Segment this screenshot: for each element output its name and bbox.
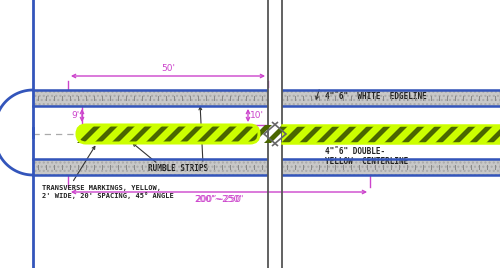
- Polygon shape: [401, 125, 426, 143]
- Polygon shape: [486, 125, 500, 143]
- Polygon shape: [367, 125, 392, 143]
- Polygon shape: [230, 125, 255, 143]
- Polygon shape: [435, 125, 460, 143]
- Text: 200'’∼250': 200'’∼250': [194, 195, 244, 204]
- Polygon shape: [128, 125, 153, 143]
- Text: RUMBLE STRIPS: RUMBLE STRIPS: [148, 164, 208, 173]
- Polygon shape: [281, 125, 306, 143]
- Bar: [282, 159, 500, 175]
- Bar: [282, 125, 500, 143]
- Polygon shape: [418, 125, 443, 143]
- Polygon shape: [94, 125, 119, 143]
- Polygon shape: [162, 125, 187, 143]
- Polygon shape: [469, 125, 494, 143]
- Polygon shape: [77, 125, 102, 143]
- Polygon shape: [264, 125, 289, 143]
- Text: 4"˜6"  WHITE  EDGELINE: 4"˜6" WHITE EDGELINE: [325, 92, 427, 101]
- Bar: [282, 90, 500, 106]
- Polygon shape: [145, 125, 170, 143]
- Polygon shape: [247, 125, 272, 143]
- Text: 200'~250': 200'~250': [196, 195, 242, 204]
- Polygon shape: [111, 125, 136, 143]
- Bar: [33, 159, 268, 175]
- Bar: [268, 88, 282, 177]
- Text: 10': 10': [250, 111, 264, 120]
- Polygon shape: [452, 125, 477, 143]
- Polygon shape: [350, 125, 375, 143]
- Polygon shape: [196, 125, 221, 143]
- Polygon shape: [213, 125, 238, 143]
- Polygon shape: [299, 125, 324, 143]
- Bar: [33, 90, 268, 106]
- Polygon shape: [333, 125, 358, 143]
- Text: TRANSVERSE MARKINGS, YELLOW,
2' WIDE, 20' SPACING, 45° ANGLE: TRANSVERSE MARKINGS, YELLOW, 2' WIDE, 20…: [42, 185, 174, 199]
- Polygon shape: [384, 125, 409, 143]
- Text: 4"˜6" DOUBLE-
YELLOW  CENTERLINE: 4"˜6" DOUBLE- YELLOW CENTERLINE: [325, 147, 408, 166]
- Text: 9': 9': [72, 111, 80, 120]
- Bar: [0, 90, 500, 175]
- Polygon shape: [316, 125, 341, 143]
- Text: 50': 50': [161, 64, 175, 73]
- FancyBboxPatch shape: [77, 125, 259, 143]
- Polygon shape: [179, 125, 204, 143]
- Polygon shape: [282, 125, 307, 143]
